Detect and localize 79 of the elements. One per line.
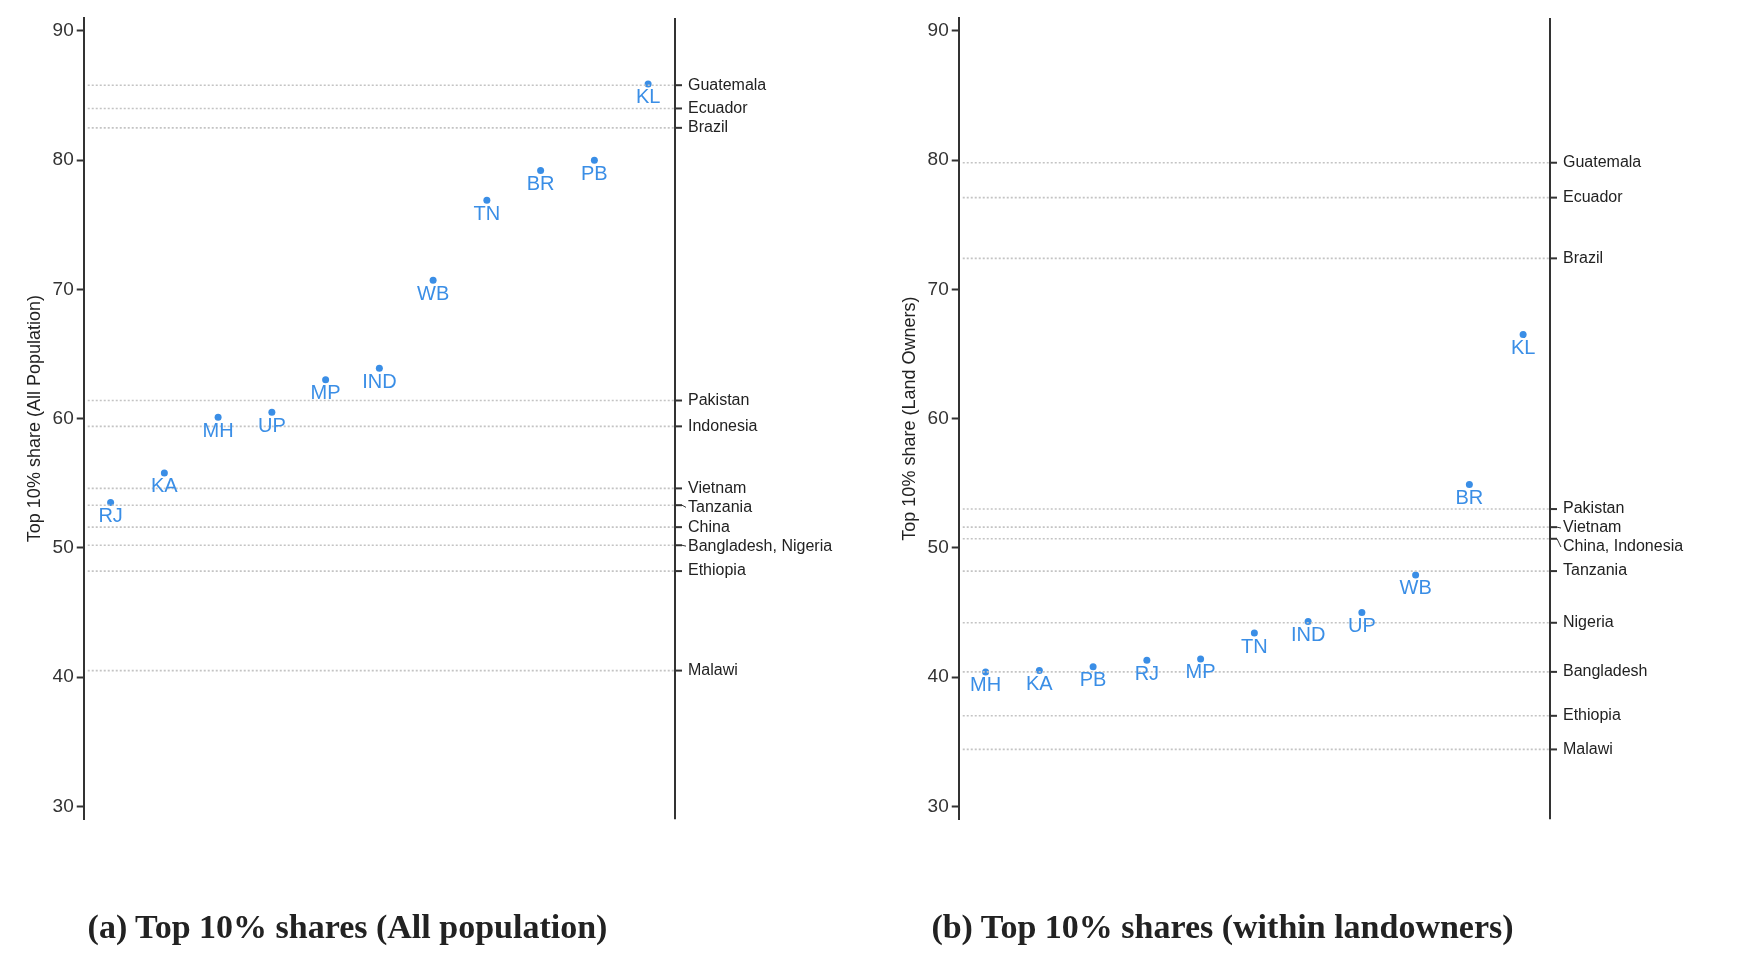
ref-line-label: Ethiopia (688, 561, 746, 579)
ref-line-label: Ecuador (688, 98, 749, 116)
point (1412, 571, 1420, 579)
ref-line-label: Tanzania (1563, 561, 1628, 579)
ref-line-label: Nigeria (1563, 613, 1614, 631)
ref-line-label: Pakistan (688, 390, 750, 408)
ref-line-label: Ecuador (1563, 188, 1624, 206)
ref-line-label: Bangladesh (1563, 662, 1648, 680)
ref-line-label: Malawi (688, 661, 738, 678)
point (1358, 608, 1366, 616)
point (429, 276, 437, 284)
y-axis-title: Top 10% share (Land Owners) (898, 296, 919, 541)
category-label: KA (1026, 672, 1053, 695)
point (322, 376, 330, 384)
y-tick-label: 90 (927, 19, 949, 41)
y-tick-label: 70 (52, 277, 74, 299)
point (537, 166, 545, 174)
y-tick-label: 30 (52, 794, 74, 816)
ref-line-label: Brazil (688, 118, 729, 136)
point (160, 469, 168, 477)
y-tick-label: 90 (52, 19, 74, 41)
y-tick-label: 30 (927, 794, 949, 816)
category-label: KA (151, 474, 178, 497)
point (590, 156, 598, 164)
point (483, 196, 491, 204)
category-label: UP (1347, 613, 1376, 636)
category-label: BR (526, 172, 555, 194)
ref-line-label: China, Indonesia (1563, 537, 1684, 555)
y-tick-label: 80 (52, 148, 74, 170)
y-tick-label: 40 (927, 665, 949, 687)
y-tick-label: 80 (927, 148, 949, 170)
category-label: WB (417, 281, 450, 304)
y-tick-label: 50 (927, 536, 949, 558)
category-label: IND (362, 369, 397, 392)
category-label: PB (1079, 668, 1107, 691)
category-label: MH (970, 673, 1002, 696)
y-tick-label: 60 (52, 406, 74, 428)
ref-line-label: China (688, 517, 730, 535)
point (1519, 331, 1527, 339)
ref-line-label: Vietnam (1563, 518, 1622, 536)
category-label: KL (635, 85, 661, 108)
point (375, 364, 383, 372)
category-label: MP (310, 381, 341, 404)
category-label: PB (581, 161, 608, 184)
y-tick-label: 40 (52, 665, 74, 687)
category-label: IND (1290, 623, 1326, 645)
category-label: RJ (1134, 661, 1160, 684)
text: (b) Top 10% shares (within landowners) (931, 908, 1514, 947)
y-axis-title: Top 10% share (All Population) (23, 295, 44, 543)
ref-line-label: Guatemala (688, 75, 767, 93)
ref-line-label: Indonesia (688, 416, 758, 434)
ref-line-label: Pakistan (1563, 499, 1625, 517)
y-tick-label: 70 (927, 277, 949, 299)
ref-line-label: Tanzania (688, 497, 753, 515)
point (214, 413, 222, 421)
text: (a) Top 10% shares (All population) (87, 908, 608, 947)
point (1250, 629, 1258, 637)
point (1465, 481, 1473, 489)
category-label: RJ (98, 504, 123, 527)
ref-line-label: Guatemala (1563, 153, 1642, 171)
ref-line-label: Ethiopia (1563, 706, 1621, 724)
category-label: KL (1510, 336, 1536, 359)
ref-line-label: Vietnam (688, 478, 747, 496)
point (1143, 656, 1151, 664)
ref-line-label: Malawi (1563, 739, 1613, 757)
point (268, 408, 276, 416)
category-label: MP (1185, 660, 1216, 683)
category-label: MH (202, 418, 234, 441)
point (1197, 655, 1205, 663)
category-label: UP (257, 413, 286, 436)
category-label: TN (473, 201, 501, 224)
ref-line-label: Bangladesh, Nigeria (688, 536, 833, 554)
category-label: WB (1399, 576, 1432, 599)
y-tick-label: 60 (927, 406, 949, 428)
point (1089, 663, 1097, 671)
category-label: BR (1455, 486, 1484, 509)
category-label: TN (1241, 634, 1268, 657)
ref-line-label: Brazil (1563, 248, 1604, 266)
y-tick-label: 50 (52, 536, 74, 558)
